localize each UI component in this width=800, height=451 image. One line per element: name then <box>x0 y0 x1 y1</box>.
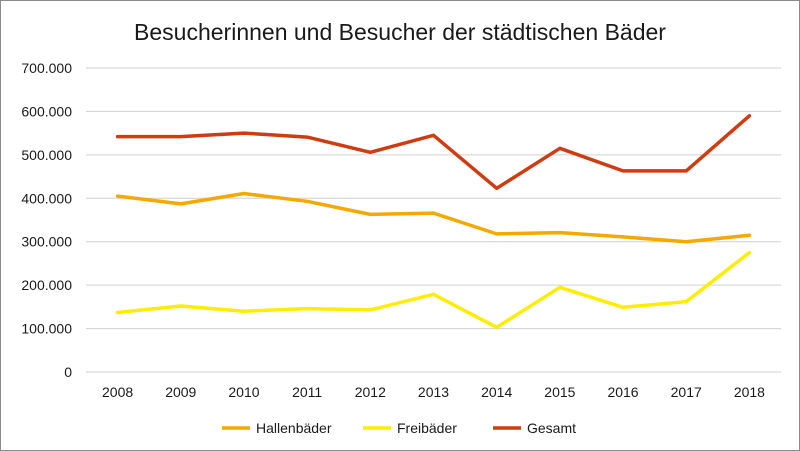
x-tick-label: 2013 <box>418 384 449 400</box>
x-tick-label: 2009 <box>165 384 196 400</box>
series-line-gesamt <box>115 114 752 191</box>
y-tick-label: 600.000 <box>21 103 72 119</box>
y-axis-ticks: 0 100.000 200.000 300.000 400.000 500.000 600.… <box>21 60 72 380</box>
x-tick-label: 2018 <box>734 384 765 400</box>
x-tick-label: 2017 <box>671 384 702 400</box>
legend-label: Hallenbäder <box>256 420 332 436</box>
series-lines <box>115 114 752 330</box>
x-tick-label: 2016 <box>607 384 638 400</box>
series-line-hallenbäder <box>115 191 752 244</box>
y-tick-label: 700.000 <box>21 60 72 76</box>
legend: Hallenbäder Freibäder Gesamt <box>222 420 576 436</box>
legend-label: Freibäder <box>397 420 457 436</box>
series-line-freibäder <box>115 250 752 330</box>
y-tick-label: 200.000 <box>21 277 72 293</box>
x-tick-label: 2014 <box>481 384 512 400</box>
x-axis-ticks: 2008 2009 2010 2011 2012 2013 2014 2015 2016 2017… <box>102 384 765 400</box>
gridlines <box>86 67 781 373</box>
x-tick-label: 2012 <box>355 384 386 400</box>
x-tick-label: 2008 <box>102 384 133 400</box>
y-tick-label: 300.000 <box>21 234 72 250</box>
y-tick-label: 500.000 <box>21 147 72 163</box>
y-tick-label: 100.000 <box>21 321 72 337</box>
x-tick-label: 2010 <box>228 384 259 400</box>
legend-label: Gesamt <box>527 420 576 436</box>
y-tick-label: 400.000 <box>21 190 72 206</box>
chart-title: Besucherinnen und Besucher der städtisch… <box>134 19 666 45</box>
x-tick-label: 2011 <box>292 384 322 400</box>
x-tick-label: 2015 <box>544 384 575 400</box>
y-tick-label: 0 <box>64 364 72 380</box>
